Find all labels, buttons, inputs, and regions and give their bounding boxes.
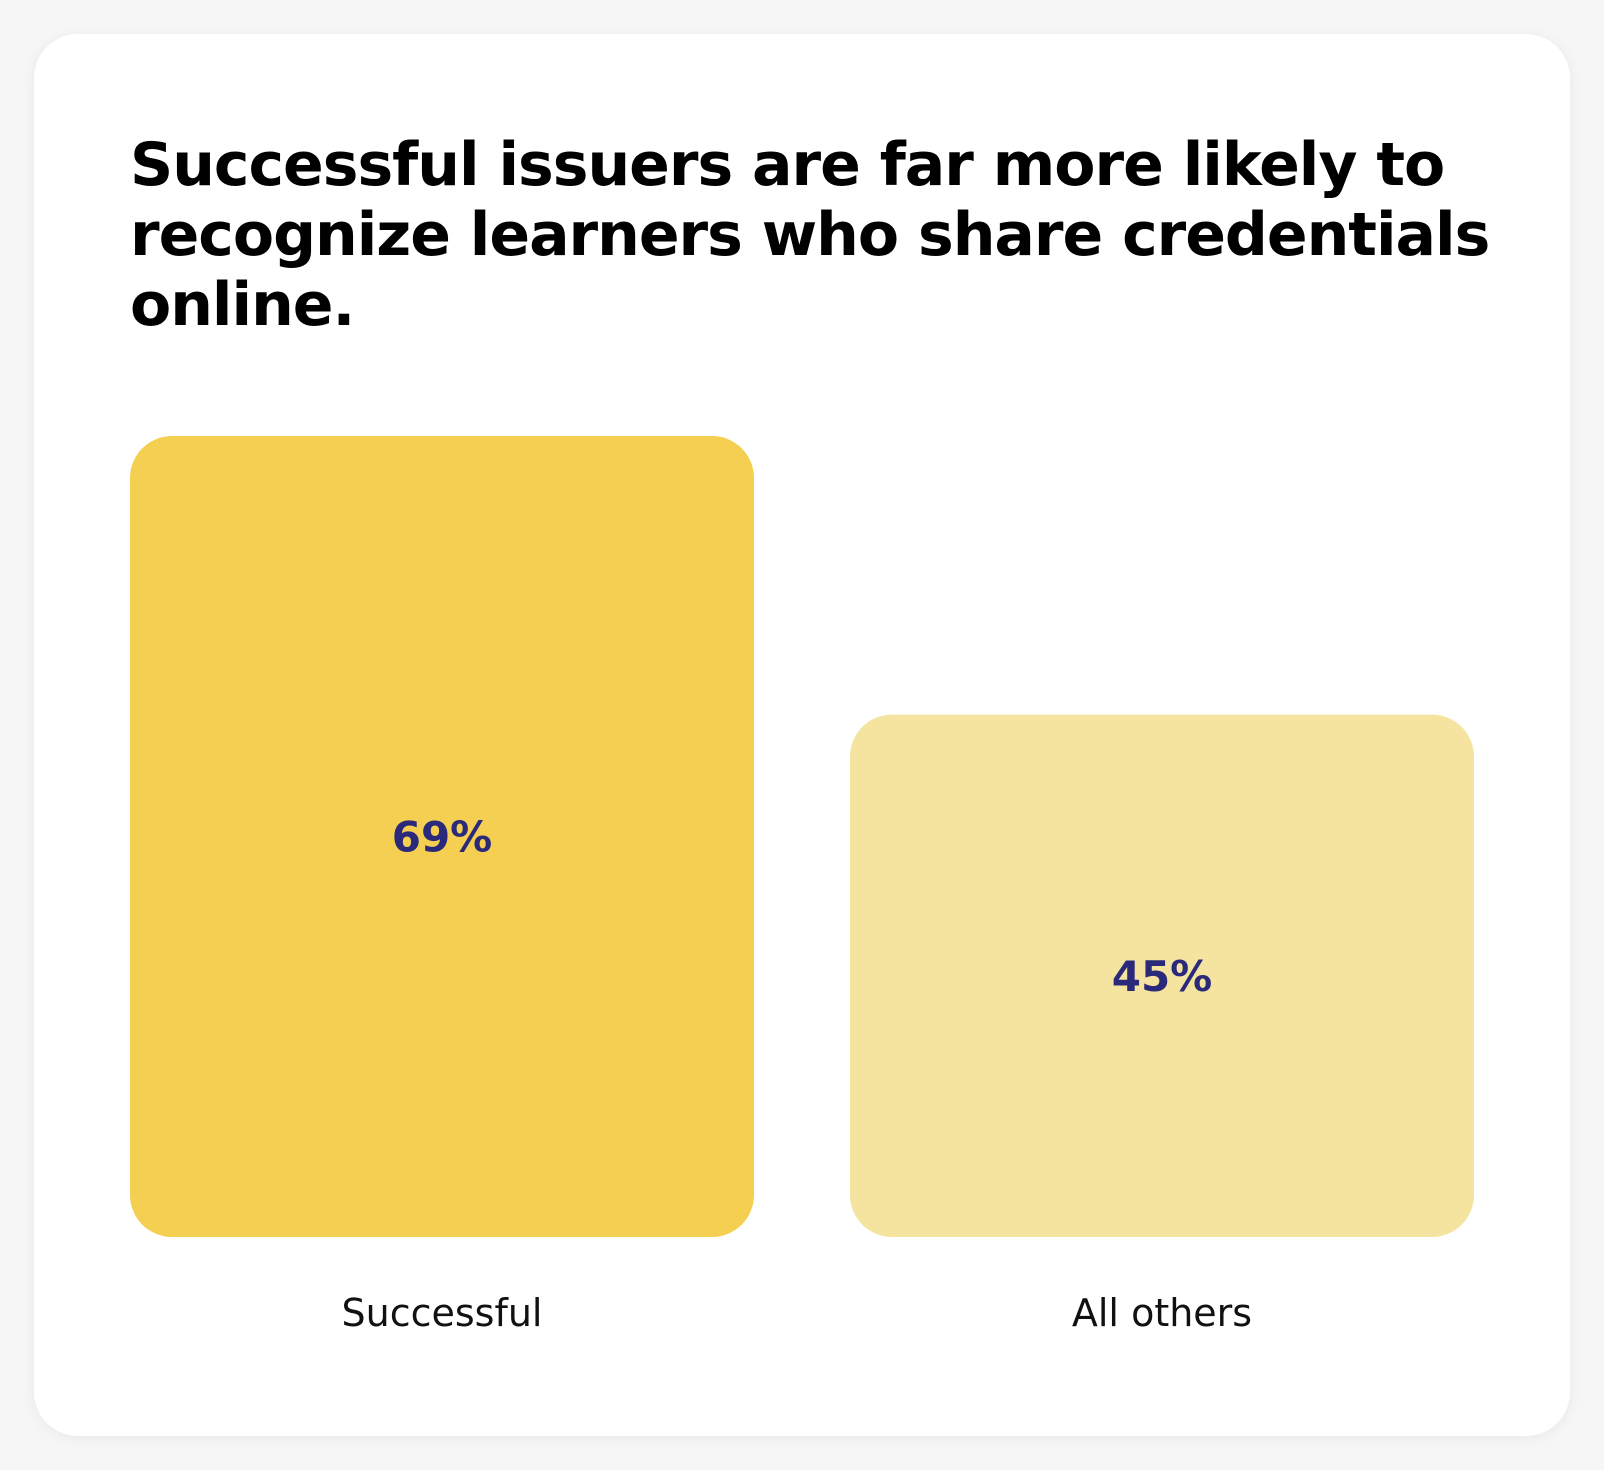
category-label: All others	[1072, 1291, 1252, 1335]
category-label: Successful	[342, 1291, 543, 1335]
chart-title: Successful issuers are far more likely t…	[130, 130, 1490, 340]
value-label: 45%	[1112, 952, 1213, 1001]
value-label: 69%	[392, 813, 493, 862]
bar-all-others	[850, 714, 1474, 1237]
bar-successful	[130, 436, 754, 1237]
